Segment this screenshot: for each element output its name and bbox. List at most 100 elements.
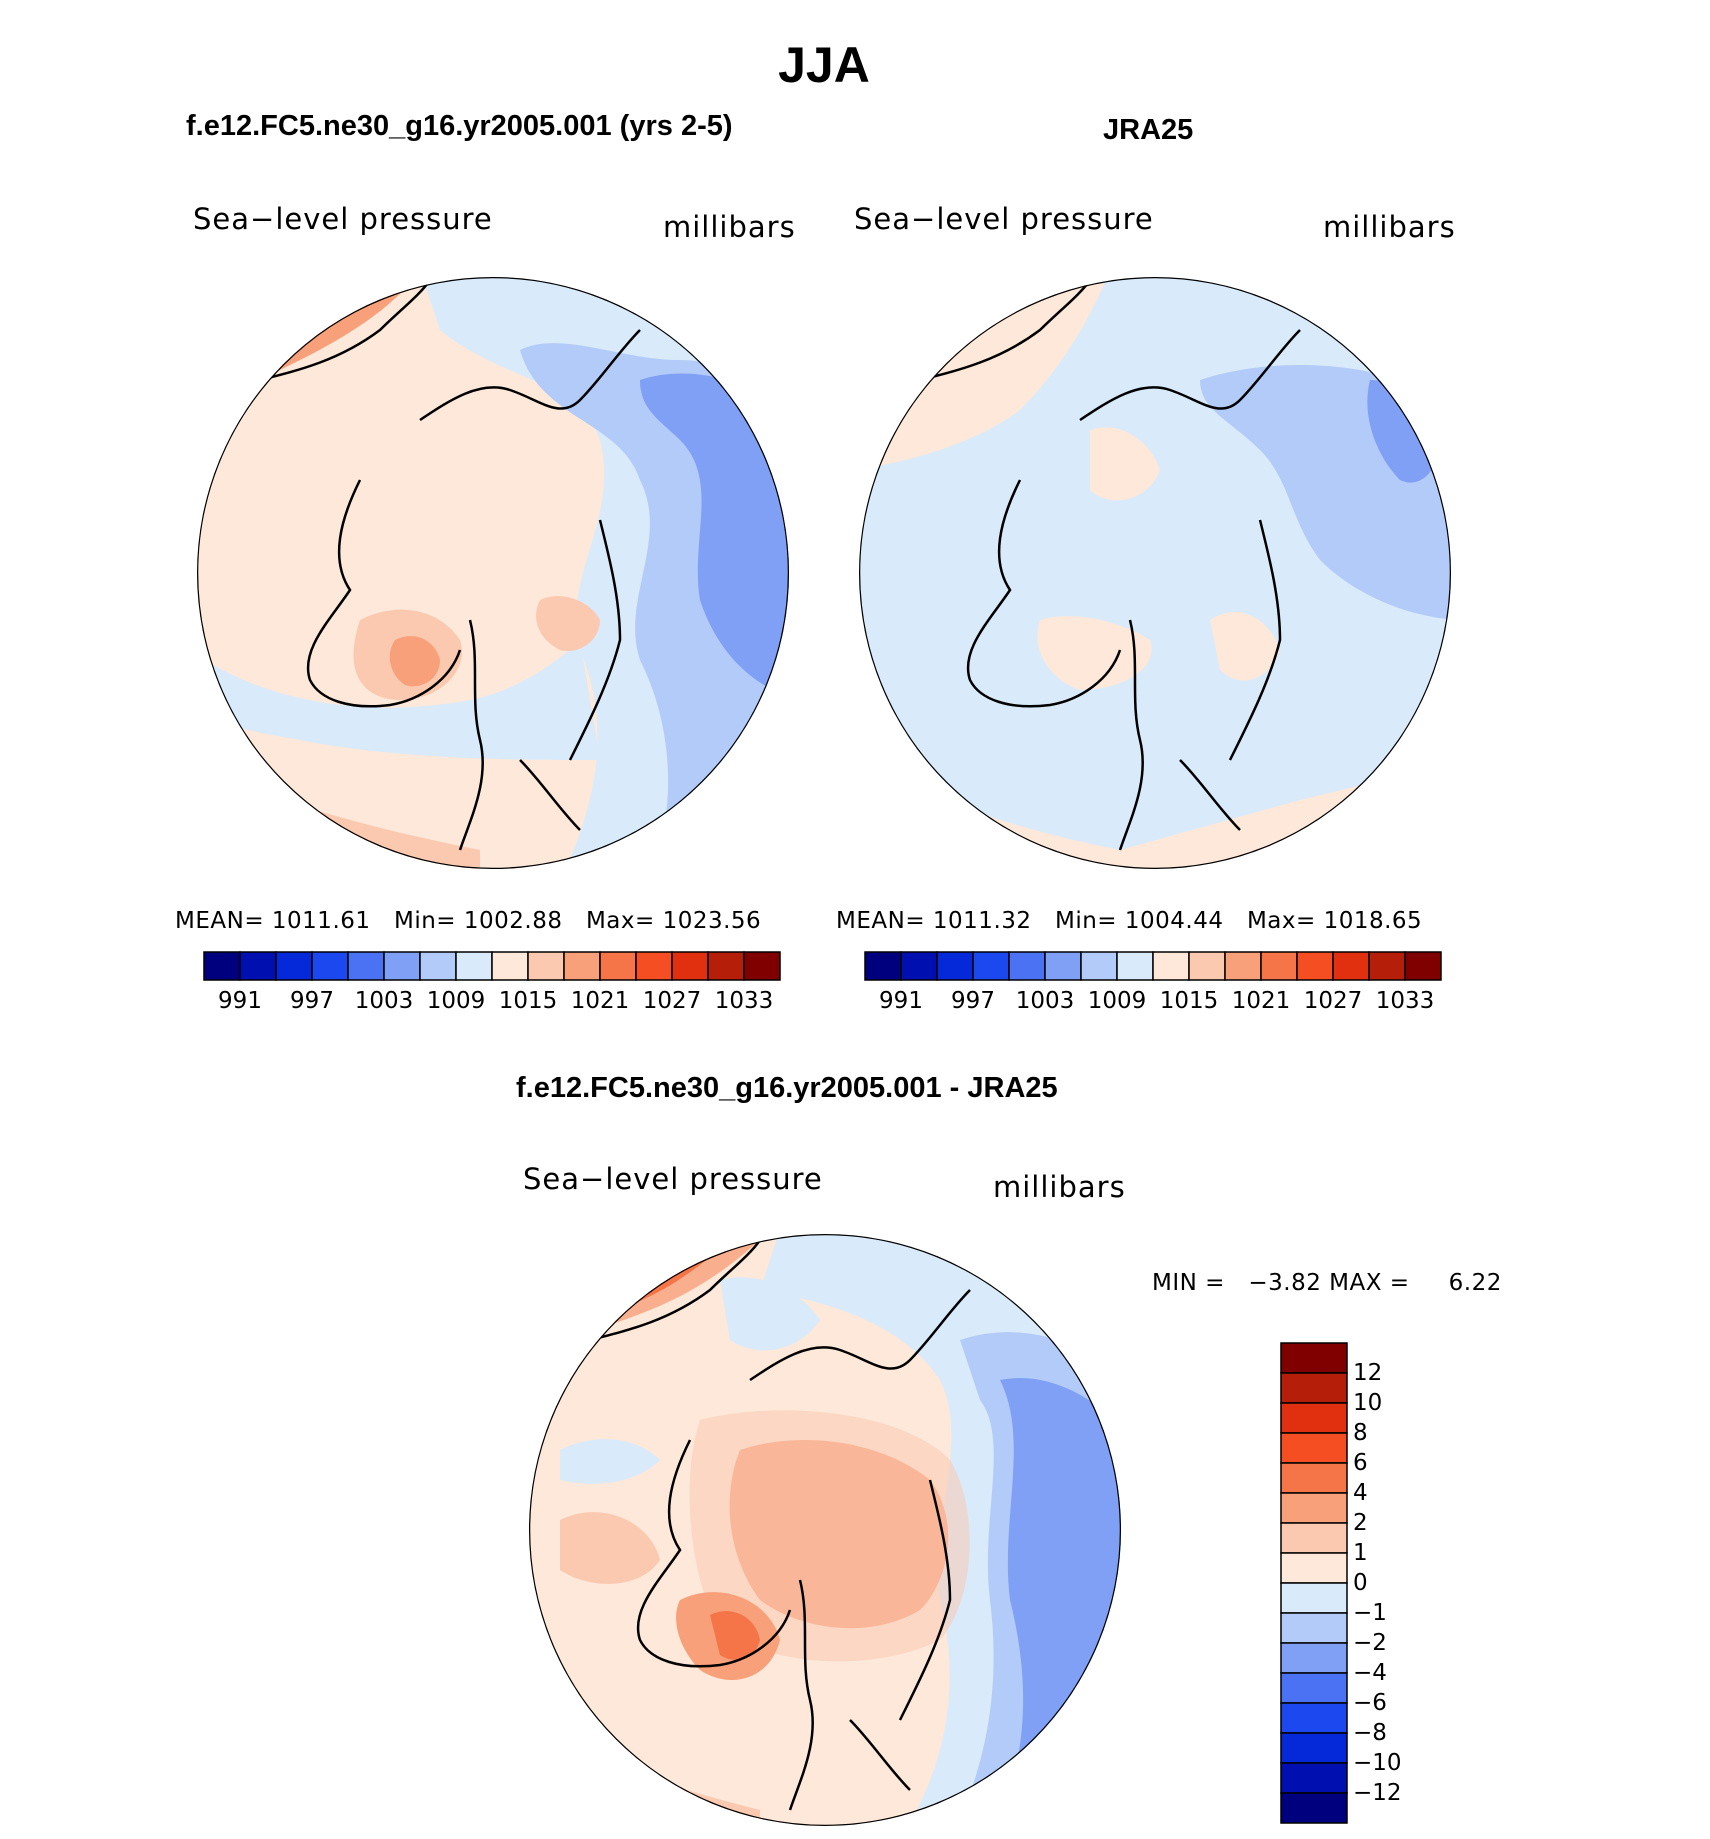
contour-region: [560, 1512, 660, 1584]
colorbar-box: [1280, 1732, 1348, 1764]
max-value: 1018.65: [1323, 908, 1423, 934]
stats-diff: MIN = −3.82 MAX = 6.22: [1152, 1270, 1502, 1296]
colorbar-box: [1188, 951, 1226, 981]
colorbar-box: [239, 951, 277, 981]
colorbar-box: [1280, 1462, 1348, 1494]
colorbar-tick-label: 0: [1353, 1570, 1368, 1596]
colorbar-box: [1332, 951, 1370, 981]
colorbar-tick-label: 1003: [1015, 988, 1075, 1014]
colorbar-box: [1280, 1522, 1348, 1554]
max-label: Max=: [585, 908, 655, 934]
variable-label-diff: Sea−level pressure: [523, 1162, 823, 1196]
colorbar-tick-label: −4: [1353, 1660, 1387, 1686]
colorbar-box: [671, 951, 709, 981]
colorbar-box: [1280, 1432, 1348, 1464]
contour-region: [389, 636, 440, 687]
colorbar-tick-label: 1009: [1087, 988, 1147, 1014]
colorbar-tick-label: 6: [1353, 1450, 1368, 1476]
colorbar-tick-label: −2: [1353, 1630, 1387, 1656]
mean-value: 1011.61: [271, 908, 371, 934]
colorbar-box: [1368, 951, 1406, 981]
colorbar-box: [1280, 1342, 1348, 1374]
min-label: Min=: [1054, 908, 1118, 934]
colorbar-box: [972, 951, 1010, 981]
colorbar-obs: [864, 951, 1442, 981]
colorbar-box: [1152, 951, 1190, 981]
min-value: 1004.44: [1124, 908, 1224, 934]
colorbar-box: [635, 951, 673, 981]
stats-obs: MEAN= 1011.32 Min= 1004.44 Max= 1018.65: [836, 908, 1422, 934]
colorbar-box: [1280, 1642, 1348, 1674]
colorbar-tick-label: 8: [1353, 1420, 1368, 1446]
colorbar-box: [1080, 951, 1118, 981]
colorbar-box: [1008, 951, 1046, 981]
colorbar-box: [1280, 1552, 1348, 1584]
units-label-diff: millibars: [993, 1170, 1126, 1204]
contour-region: [197, 640, 600, 760]
colorbar-box: [743, 951, 781, 981]
min-value: 1002.88: [463, 908, 563, 934]
colorbar-tick-label: −6: [1353, 1690, 1387, 1716]
contour-region: [1037, 616, 1152, 690]
min-value: −3.82: [1248, 1270, 1322, 1296]
contour-region: [689, 1410, 970, 1662]
polar-map-model: [197, 277, 789, 869]
colorbar-box: [1280, 1582, 1348, 1614]
panel-title-diff: f.e12.FC5.ne30_g16.yr2005.001 - JRA25: [516, 1072, 1058, 1104]
colorbar-tick-label: 2: [1353, 1510, 1368, 1536]
colorbar-tick-label: 997: [951, 988, 995, 1014]
colorbar-box: [1044, 951, 1082, 981]
contour-region: [720, 1277, 820, 1351]
mean-value: 1011.32: [932, 908, 1032, 934]
colorbar-box: [203, 951, 241, 981]
colorbar-tick-label: 1027: [1303, 988, 1363, 1014]
colorbar-box: [599, 951, 637, 981]
colorbar-box: [347, 951, 385, 981]
mean-label: MEAN=: [836, 908, 926, 934]
colorbar-box: [419, 951, 457, 981]
colorbar-box: [311, 951, 349, 981]
coastlines: [919, 279, 1301, 851]
colorbar-tick-label: 1: [1353, 1540, 1368, 1566]
colorbar-box: [1280, 1762, 1348, 1794]
colorbar-tick-label: 1021: [1231, 988, 1291, 1014]
colorbar-box: [1296, 951, 1334, 981]
colorbar-tick-label: −12: [1353, 1780, 1402, 1806]
units-label-model: millibars: [663, 210, 796, 244]
panel-title-model: f.e12.FC5.ne30_g16.yr2005.001 (yrs 2-5): [186, 110, 733, 142]
colorbar-tick-label: 10: [1353, 1390, 1383, 1416]
max-label: Max=: [1246, 908, 1316, 934]
colorbar-tick-label: 1021: [570, 988, 630, 1014]
colorbar-tick-label: 1009: [426, 988, 486, 1014]
colorbar-tick-label: −1: [1353, 1600, 1387, 1626]
colorbar-box: [1404, 951, 1442, 981]
colorbar-box: [1280, 1702, 1348, 1734]
colorbar-box: [900, 951, 938, 981]
colorbar-model: [203, 951, 781, 981]
colorbar-box: [1280, 1402, 1348, 1434]
contour-region: [560, 1439, 660, 1484]
min-label: MIN =: [1152, 1270, 1225, 1296]
colorbar-tick-label: −8: [1353, 1720, 1387, 1746]
colorbar-tick-label: −10: [1353, 1750, 1402, 1776]
stats-model: MEAN= 1011.61 Min= 1002.88 Max= 1023.56: [175, 908, 761, 934]
variable-label-obs: Sea−level pressure: [854, 202, 1154, 236]
colorbar-box: [527, 951, 565, 981]
colorbar-box: [1280, 1792, 1348, 1824]
polar-map-diff: [529, 1234, 1121, 1826]
coastlines: [589, 1239, 971, 1811]
colorbar-box: [1116, 951, 1154, 981]
colorbar-box: [1224, 951, 1262, 981]
panel-title-obs: JRA25: [1103, 114, 1194, 146]
contour-region: [1210, 611, 1280, 681]
coastlines: [259, 279, 641, 851]
contour-region: [1090, 427, 1160, 501]
colorbar-box: [275, 951, 313, 981]
colorbar-box: [1280, 1492, 1348, 1524]
polar-map-obs: [859, 277, 1451, 869]
colorbar-box: [1280, 1612, 1348, 1644]
colorbar-box: [936, 951, 974, 981]
main-title: JJA: [778, 37, 870, 93]
min-label: Min=: [393, 908, 457, 934]
